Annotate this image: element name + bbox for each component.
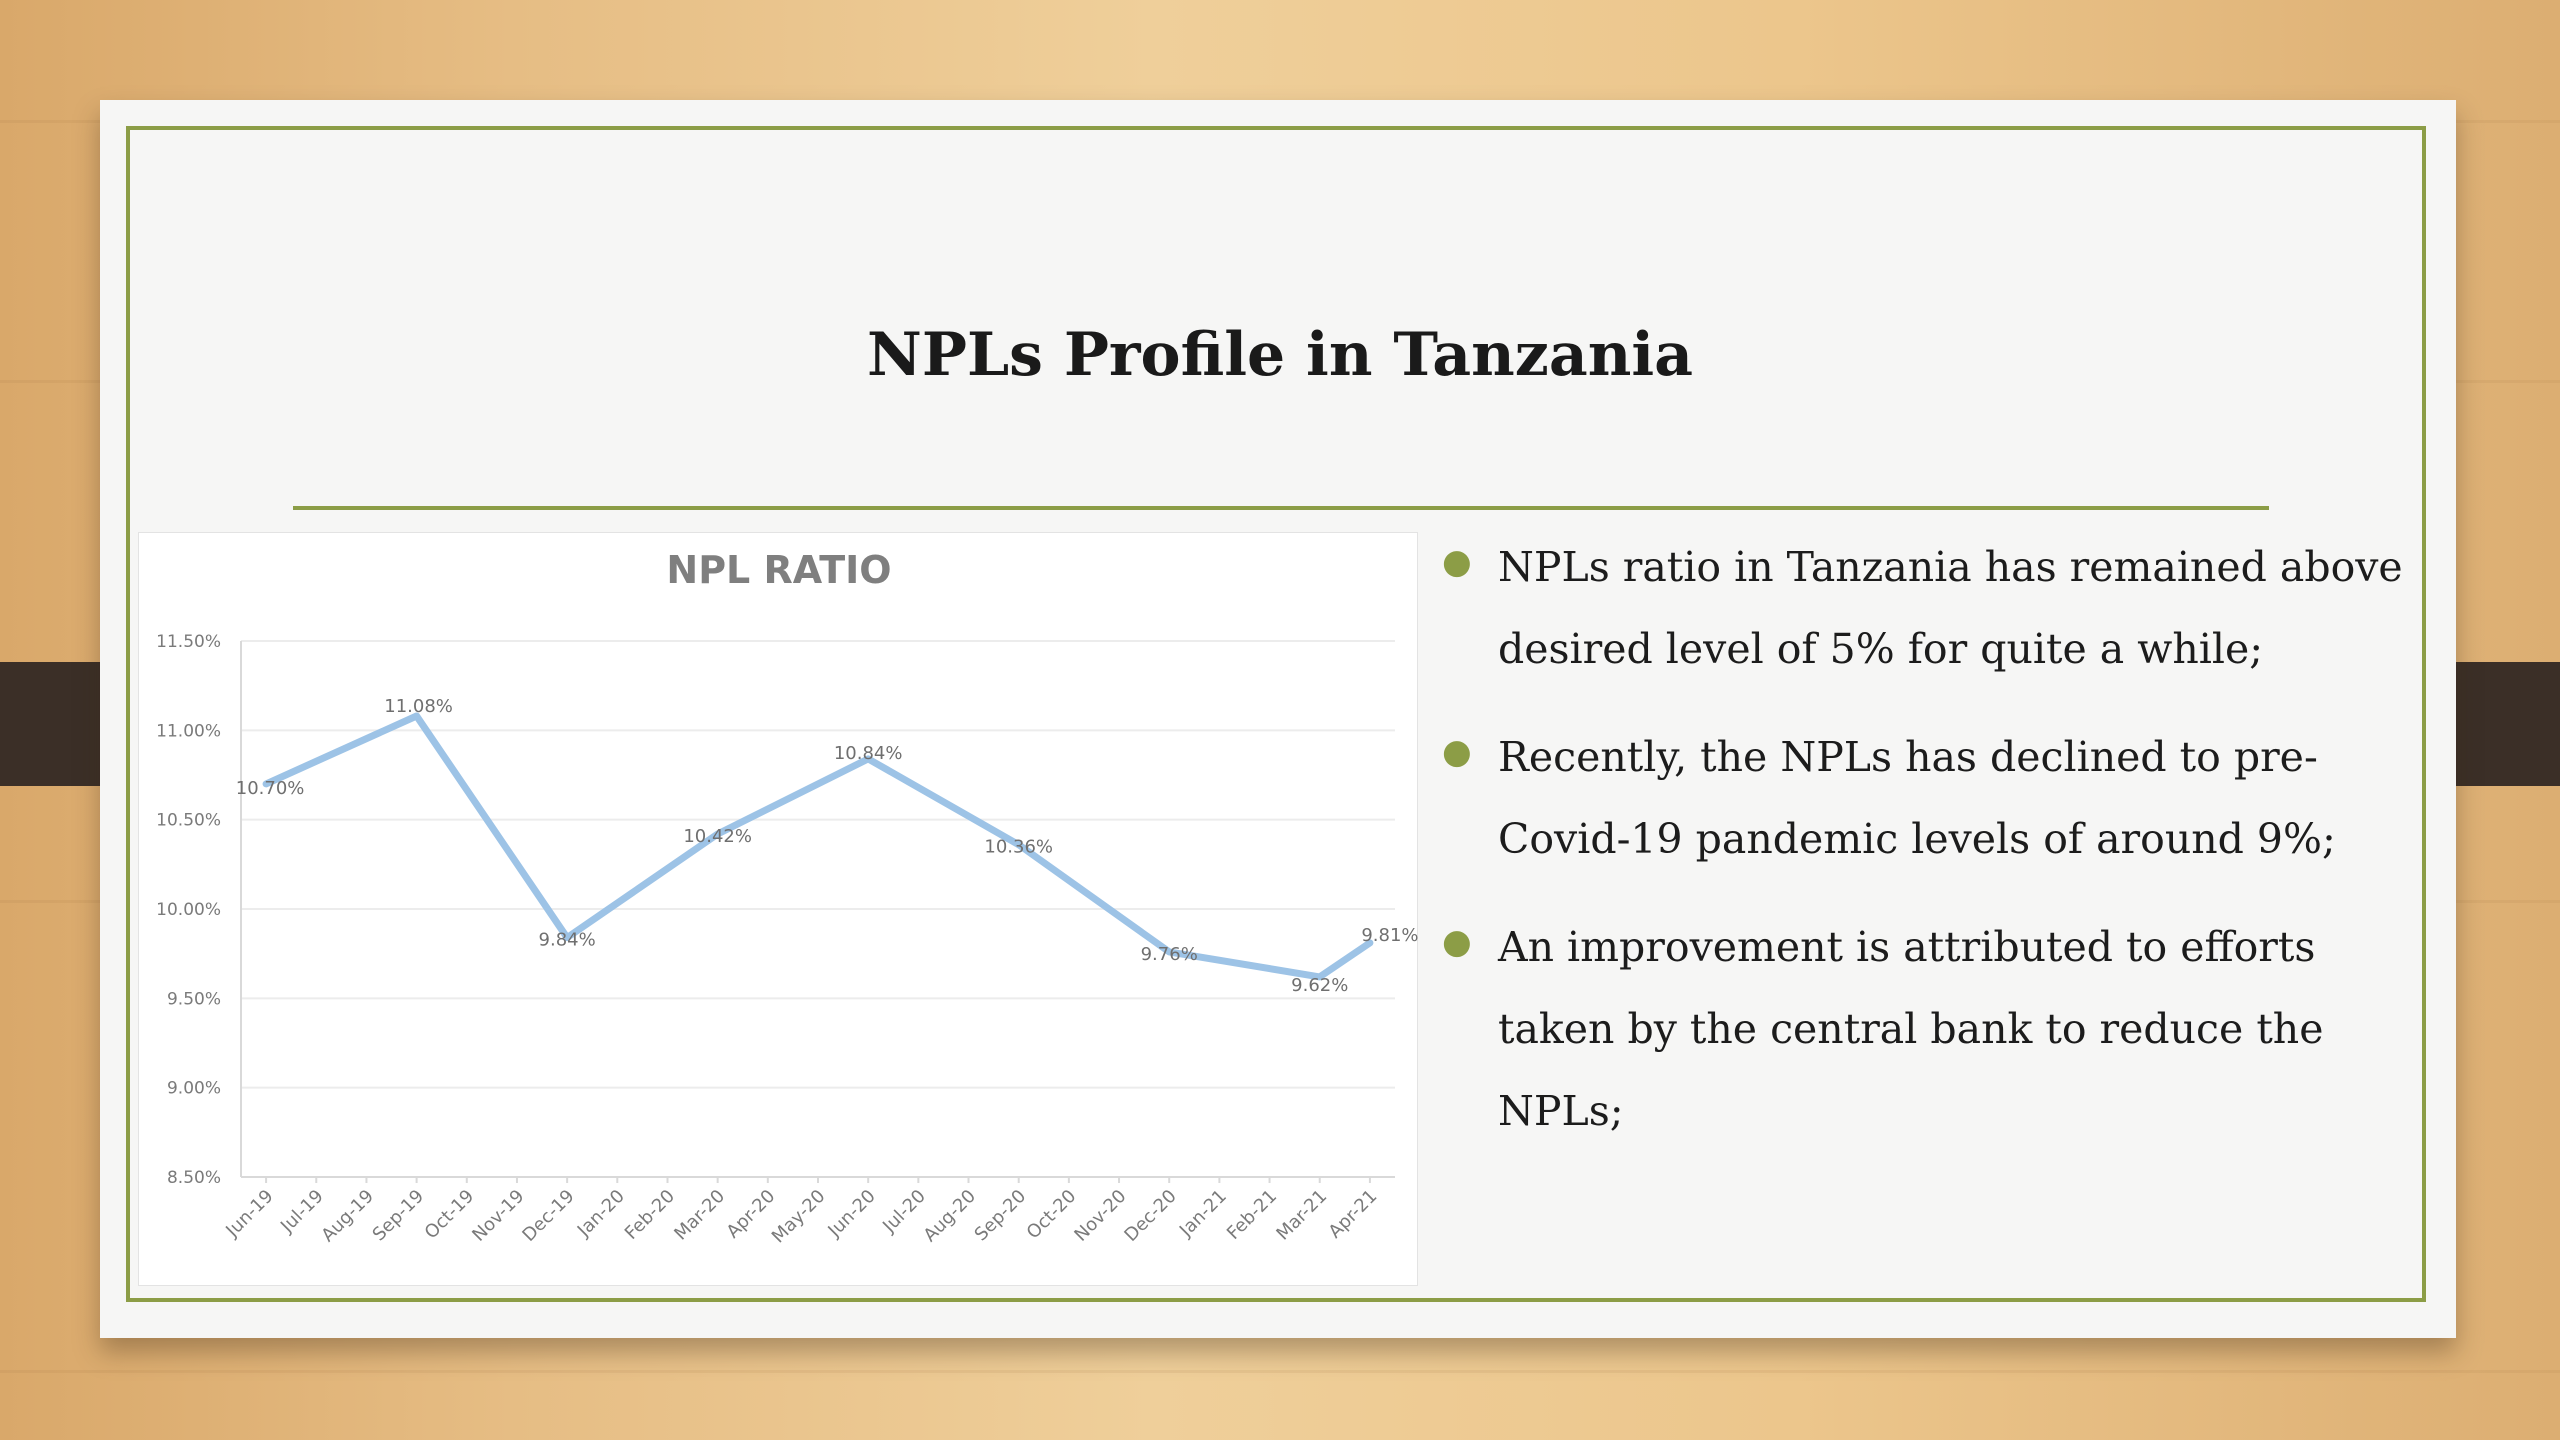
x-tick-label: Dec-19 [518,1186,578,1246]
bullet-item: ● Recently, the NPLs has declined to pre… [1434,716,2434,880]
x-tick-label: Jun-20 [823,1186,879,1242]
y-tick-label: 8.50% [167,1168,221,1188]
x-tick-label: Feb-21 [1223,1186,1281,1244]
y-tick-label: 11.50% [156,632,221,652]
data-label: 11.08% [384,696,453,717]
title-divider [293,506,2269,510]
data-label: 10.42% [683,826,752,847]
bullet-item: ● An improvement is attributed to effort… [1434,906,2434,1152]
bullet-icon: ● [1442,922,1472,962]
x-tick-label: Sep-19 [369,1186,429,1246]
bullet-text: An improvement is attributed to efforts … [1498,923,2324,1135]
x-tick-label: Jan-21 [1175,1186,1231,1242]
x-tick-label: Aug-20 [920,1186,980,1246]
bullet-icon: ● [1442,732,1472,772]
data-label: 9.62% [1291,975,1348,996]
x-tick-label: Feb-20 [621,1186,679,1244]
x-tick-label: Apr-21 [1325,1186,1382,1243]
data-label: 9.84% [539,930,596,951]
x-tick-label: Jan-20 [573,1186,629,1242]
bullet-list: ● NPLs ratio in Tanzania has remained ab… [1434,526,2434,1178]
slide-border [126,126,2426,1302]
x-tick-label: Mar-20 [670,1186,729,1245]
x-tick-label: Aug-19 [317,1186,377,1246]
x-tick-label: Oct-19 [421,1186,479,1244]
bullet-icon: ● [1442,542,1472,582]
x-tick-label: Dec-20 [1120,1186,1180,1246]
chart-title: NPL RATIO [666,548,891,592]
chart-svg: NPL RATIO 11.50% 11.00% 10.50% 10.00% 9.50% 9.… [156,548,1418,1248]
data-label: 9.76% [1141,944,1198,965]
x-tick-label: Nov-19 [468,1186,528,1246]
data-label: 10.36% [984,837,1053,858]
series-line [262,712,1374,981]
x-tick-label: Sep-20 [971,1186,1031,1246]
x-tick-label: May-20 [768,1186,830,1248]
y-tick-label: 10.50% [156,811,221,831]
slide-title: NPLs Profile in Tanzania [867,320,1693,390]
x-tick-label: Jun-19 [221,1186,277,1242]
y-tick-label: 9.00% [167,1079,221,1099]
x-tick-label: Nov-20 [1070,1186,1130,1246]
npl-ratio-chart: NPL RATIO 11.50% 11.00% 10.50% 10.00% 9.50% 9.… [138,532,1419,1286]
y-tick-label: 9.50% [167,989,221,1009]
data-label: 10.84% [834,743,903,764]
y-tick-label: 10.00% [156,900,221,920]
x-tick-label: Mar-21 [1272,1186,1331,1245]
y-tick-label: 11.00% [156,721,221,741]
bullet-text: NPLs ratio in Tanzania has remained abov… [1498,543,2403,673]
bullet-text: Recently, the NPLs has declined to pre-C… [1498,733,2336,863]
x-tick-label: Oct-20 [1023,1186,1081,1244]
data-label: 9.81% [1361,925,1418,946]
bullet-item: ● NPLs ratio in Tanzania has remained ab… [1434,526,2434,690]
data-label: 10.70% [236,778,305,799]
